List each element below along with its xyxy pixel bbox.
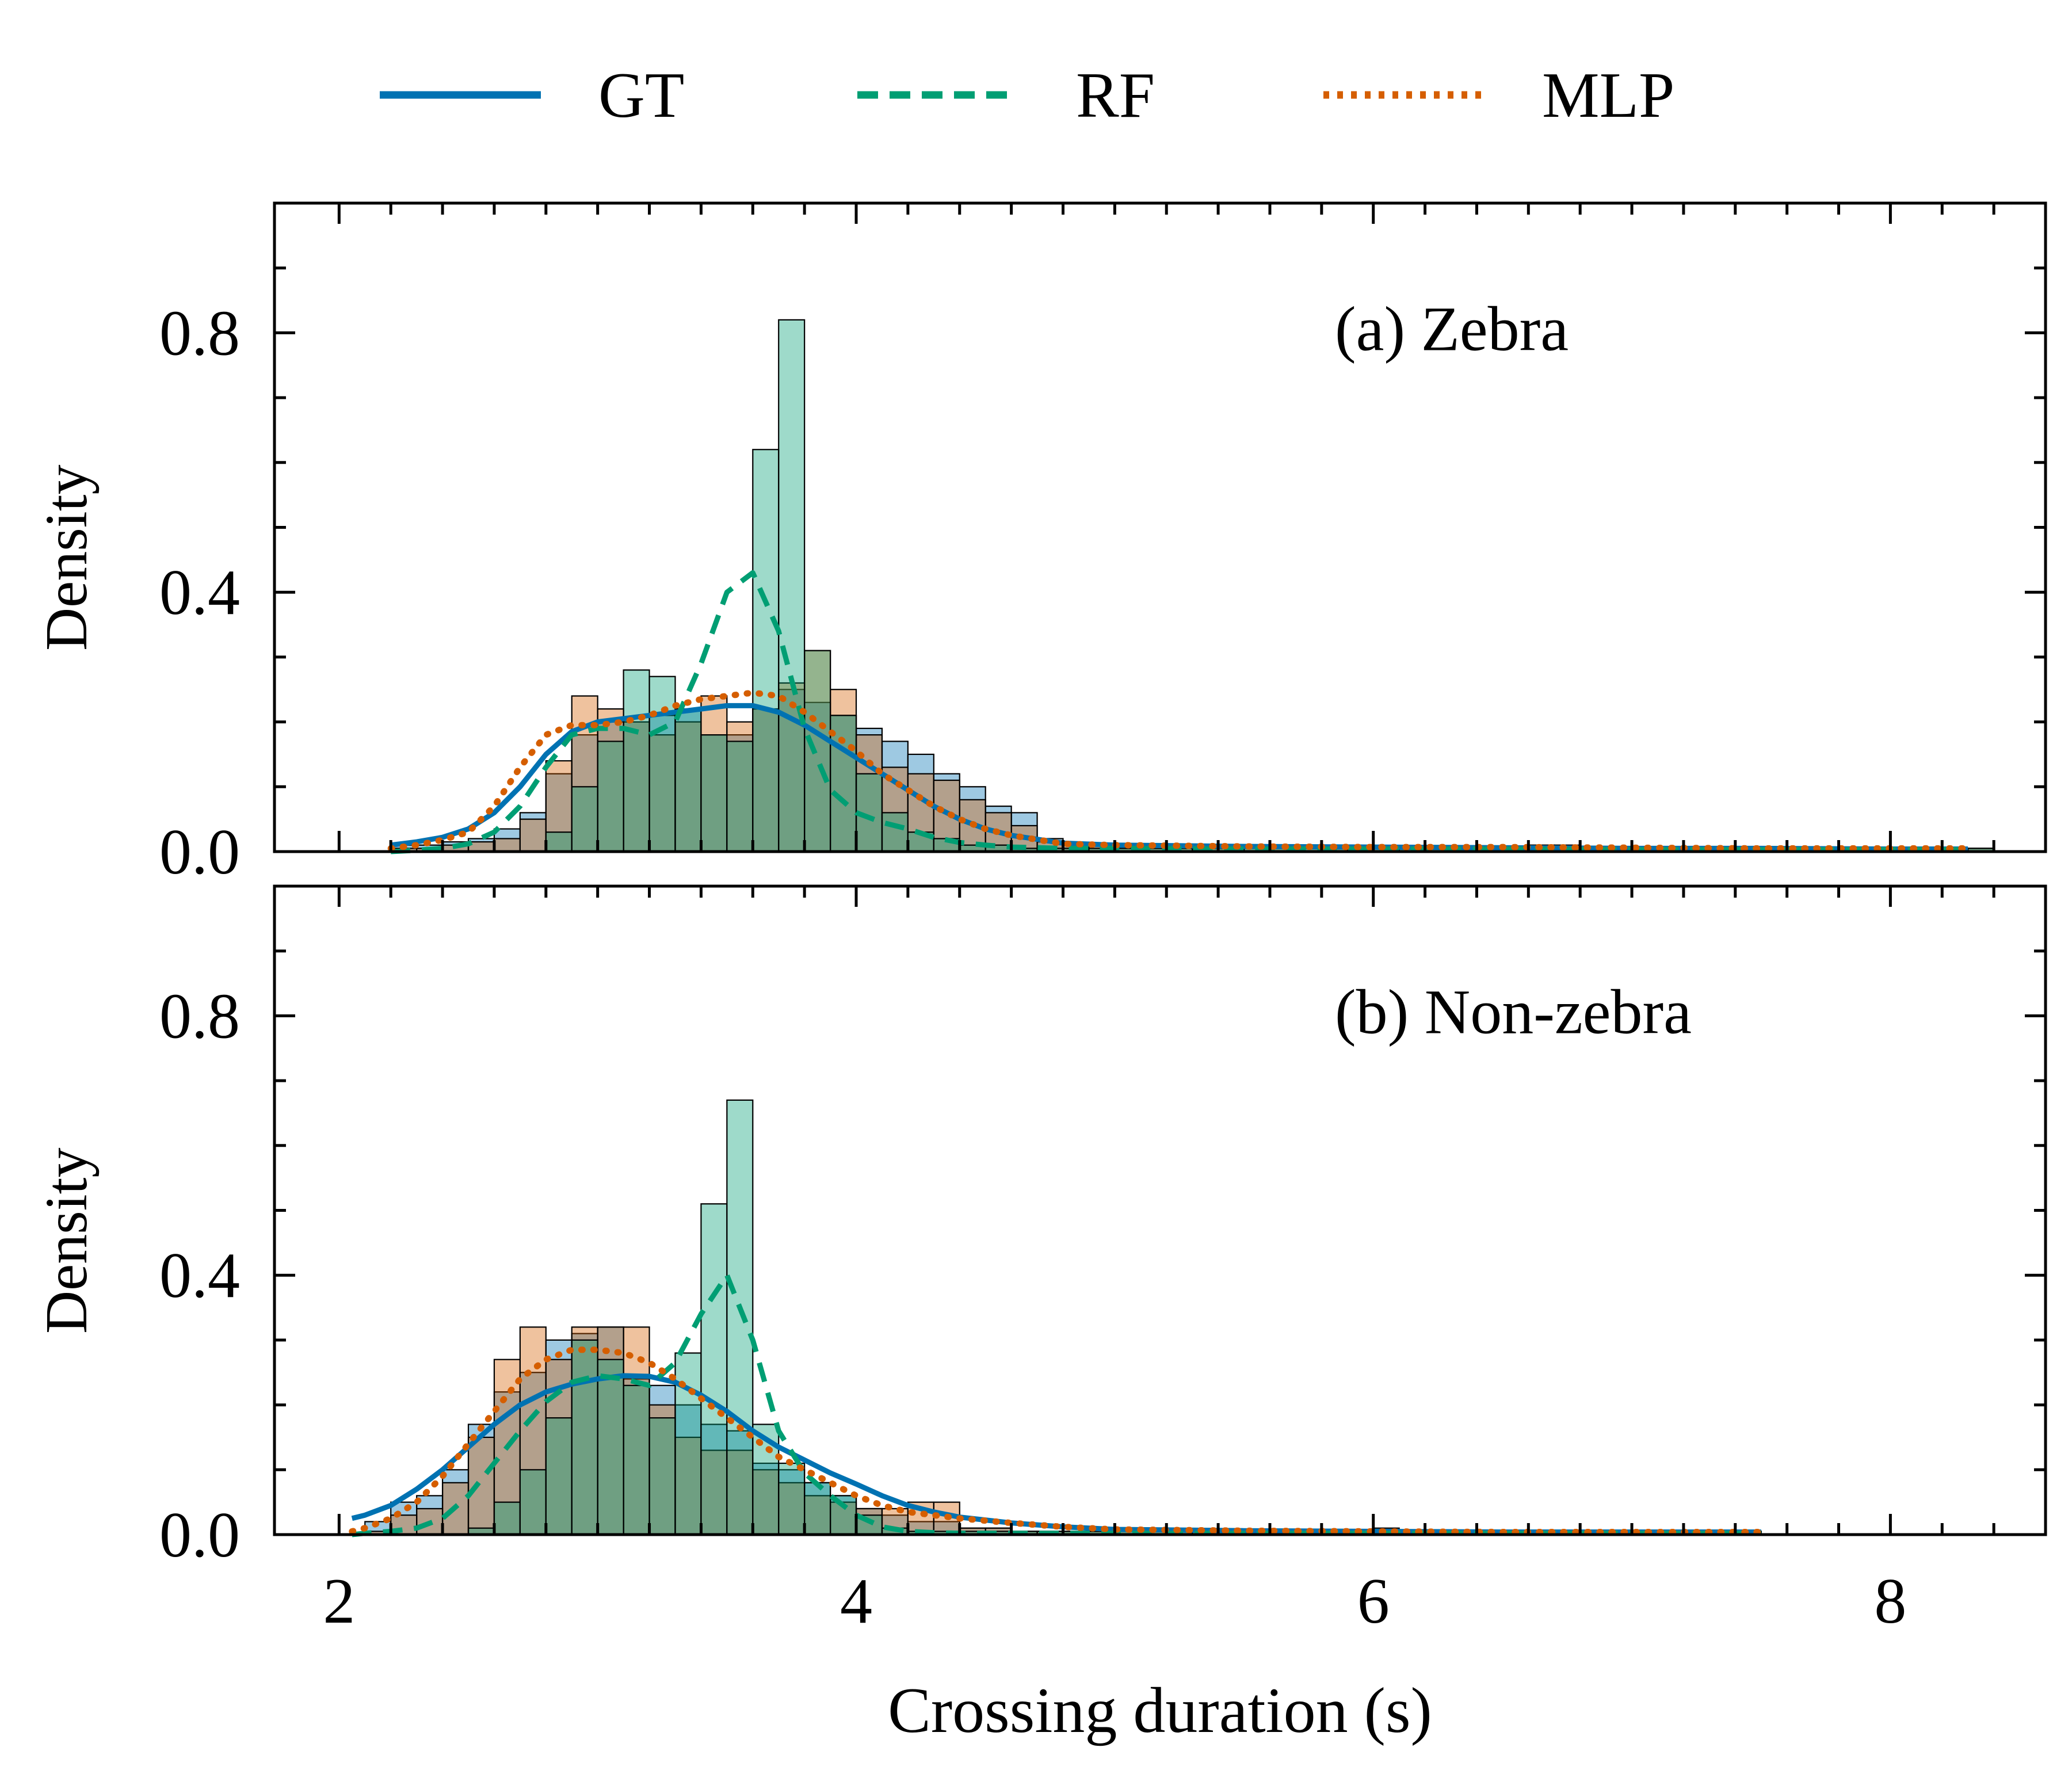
nonzebra-bar-rf xyxy=(519,1469,547,1536)
nonzebra-bar-mlp xyxy=(648,1404,676,1536)
nonzebra-kde-mlp xyxy=(349,1346,1765,1535)
xtick-label: 4 xyxy=(840,1566,872,1637)
xtick-label: 8 xyxy=(1874,1566,1906,1637)
nonzebra-bar-rf xyxy=(493,1501,521,1536)
nonzebra-bar-mlp xyxy=(623,1326,650,1536)
x-axis-label: Crossing duration (s) xyxy=(888,1675,1432,1746)
zebra-bar-rf xyxy=(648,676,676,853)
nonzebra-bar-gt xyxy=(648,1384,676,1536)
nonzebra-bar-rf xyxy=(545,1417,573,1536)
zebra-bar-rf xyxy=(752,449,780,853)
legend-label-mlp: MLP xyxy=(1542,60,1674,131)
zebra-panel-title: (a) Zebra xyxy=(1335,293,1569,364)
nonzebra-histogram-bars xyxy=(364,1099,1762,1536)
nonzebra-bar-mlp xyxy=(778,1482,806,1536)
zebra-bar-gt xyxy=(571,734,598,853)
nonzebra-kde-curves xyxy=(349,1272,1765,1537)
zebra-histogram-bars xyxy=(390,319,1995,853)
nonzebra-bar-mlp xyxy=(467,1436,495,1536)
panel-nonzebra: 0.0 0.4 0.8 2 4 6 8 (b) Non-zebra Density xyxy=(33,884,2047,1637)
zebra-bar-mlp xyxy=(493,838,521,853)
zebra-ytick-label: 0.0 xyxy=(159,816,240,888)
zebra-ytick-label: 0.8 xyxy=(159,297,240,369)
zebra-bar-mlp xyxy=(829,689,857,853)
zebra-bar-mlp xyxy=(467,841,495,853)
nonzebra-bar-rf xyxy=(623,1384,650,1536)
xtick-label: 6 xyxy=(1357,1566,1390,1637)
nonzebra-bar-rf xyxy=(726,1099,754,1536)
zebra-bar-rf xyxy=(597,741,624,853)
nonzebra-kde-gt xyxy=(351,1373,1761,1535)
zebra-bar-rf xyxy=(804,650,831,853)
nonzebra-ytick-label: 0.8 xyxy=(159,980,240,1052)
zebra-bar-mlp xyxy=(519,818,547,853)
zebra-kde-curves xyxy=(387,570,1971,854)
zebra-bar-rf xyxy=(726,741,754,853)
nonzebra-bar-mlp xyxy=(493,1359,521,1536)
nonzebra-bar-mlp xyxy=(752,1469,780,1536)
nonzebra-bar-gt xyxy=(441,1469,470,1536)
nonzebra-bar-gt xyxy=(804,1482,831,1536)
nonzebra-ytick-label: 0.0 xyxy=(159,1500,240,1571)
zebra-ticks: 0.0 0.4 0.8 xyxy=(159,201,2046,888)
nonzebra-bar-rf xyxy=(778,1462,806,1536)
legend: GT RF MLP xyxy=(380,60,1674,131)
nonzebra-ticks: 0.0 0.4 0.8 2 4 6 8 xyxy=(159,884,2046,1637)
zebra-bar-rf xyxy=(881,812,909,853)
nonzebra-bar-gt xyxy=(493,1391,521,1536)
legend-label-rf: RF xyxy=(1076,60,1155,131)
nonzebra-ytick-label: 0.4 xyxy=(159,1240,240,1311)
xtick-label: 2 xyxy=(323,1566,355,1637)
zebra-bar-rf xyxy=(700,734,728,853)
zebra-bar-rf xyxy=(674,708,702,853)
zebra-bar-mlp xyxy=(752,708,780,853)
nonzebra-bar-rf xyxy=(674,1352,702,1536)
nonzebra-bar-rf xyxy=(648,1417,676,1536)
zebra-bar-rf xyxy=(571,786,598,853)
legend-label-gt: GT xyxy=(598,60,684,131)
nonzebra-bar-gt xyxy=(726,1430,754,1536)
nonzebra-bar-rf xyxy=(571,1339,598,1536)
zebra-bar-gt xyxy=(493,828,521,853)
zebra-kde-rf xyxy=(390,570,1968,854)
nonzebra-bar-mlp xyxy=(597,1326,624,1536)
panel-zebra: 0.0 0.4 0.8 (a) Zebra Density xyxy=(33,201,2047,888)
zebra-bar-gt xyxy=(597,721,624,853)
zebra-ytick-label: 0.4 xyxy=(159,557,240,628)
zebra-kde-mlp xyxy=(387,689,1971,852)
zebra-bar-rf xyxy=(623,669,650,853)
nonzebra-bar-rf xyxy=(804,1482,831,1536)
zebra-bar-rf xyxy=(778,319,806,853)
zebra-bar-gt xyxy=(855,727,883,853)
zebra-y-axis-label: Density xyxy=(33,464,100,651)
nonzebra-kde-rf xyxy=(352,1272,1761,1537)
nonzebra-panel-title: (b) Non-zebra xyxy=(1335,976,1692,1047)
nonzebra-bar-rf xyxy=(597,1359,624,1536)
zebra-bar-rf xyxy=(545,831,573,853)
zebra-axes-frame xyxy=(273,201,2047,853)
nonzebra-bar-rf xyxy=(700,1203,728,1536)
nonzebra-y-axis-label: Density xyxy=(33,1147,100,1334)
